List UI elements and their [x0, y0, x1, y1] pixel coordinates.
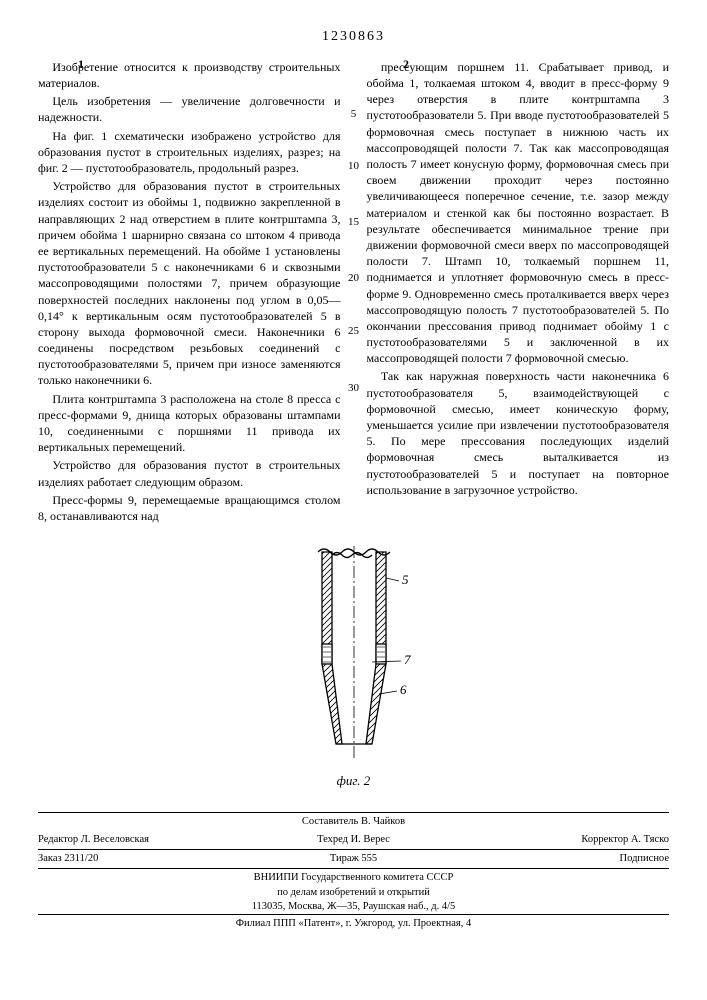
paragraph: Изобретение относится к производству стр… [38, 59, 341, 91]
svg-text:7: 7 [404, 652, 411, 667]
line-number: 30 [344, 381, 364, 396]
figure-caption: фиг. 2 [38, 772, 669, 790]
techred: Техред И. Верес [248, 833, 458, 847]
line-number: 10 [344, 159, 364, 174]
addr-line-2: Филиал ППП «Патент», г. Ужгород, ул. Про… [38, 917, 669, 931]
org-line-1: ВНИИПИ Государственного комитета СССР [38, 871, 669, 885]
corrector: Корректор А. Тяско [459, 833, 669, 847]
patent-number: 1230863 [38, 28, 669, 47]
addr-line-1: 113035, Москва, Ж—35, Раушская наб., д. … [38, 900, 669, 914]
line-number: 15 [344, 215, 364, 230]
column-1: Изобретение относится к производству стр… [38, 59, 341, 526]
svg-text:5: 5 [402, 572, 409, 587]
line-number: 25 [344, 324, 364, 339]
paragraph: Пресс-формы 9, перемещаемые вращающимся … [38, 492, 341, 524]
tirazh: Тираж 555 [248, 852, 458, 866]
figure-2: 5 7 6 фиг. 2 [38, 544, 669, 790]
footer-block: Составитель В. Чайков Редактор Л. Весело… [38, 812, 669, 931]
paragraph: На фиг. 1 схематически изображено устрой… [38, 128, 341, 177]
order: Заказ 2311/20 [38, 852, 248, 866]
column-2: прессующим поршнем 11. Срабатывает приво… [367, 59, 670, 526]
line-number: 5 [344, 107, 364, 122]
paragraph: Устройство для образования пустот в стро… [38, 457, 341, 489]
text-columns: 5 10 15 20 25 30 Изобретение относится к прои… [38, 59, 669, 526]
editor: Редактор Л. Веселовская [38, 833, 248, 847]
svg-text:6: 6 [400, 682, 407, 697]
paragraph: Устройство для образования пустот в стро… [38, 178, 341, 388]
paragraph: Цель изобретения — увеличение долговечно… [38, 93, 341, 125]
paragraph: Так как наружная поверхность части након… [367, 368, 670, 498]
podpisnoe: Подписное [459, 852, 669, 866]
org-line-2: по делам изобретений и открытий [38, 886, 669, 900]
compiler: Составитель В. Чайков [248, 815, 458, 829]
paragraph: прессующим поршнем 11. Срабатывает приво… [367, 59, 670, 367]
line-number: 20 [344, 271, 364, 286]
figure-2-svg: 5 7 6 [284, 544, 424, 764]
paragraph: Плита контрштампа 3 расположена на столе… [38, 391, 341, 456]
